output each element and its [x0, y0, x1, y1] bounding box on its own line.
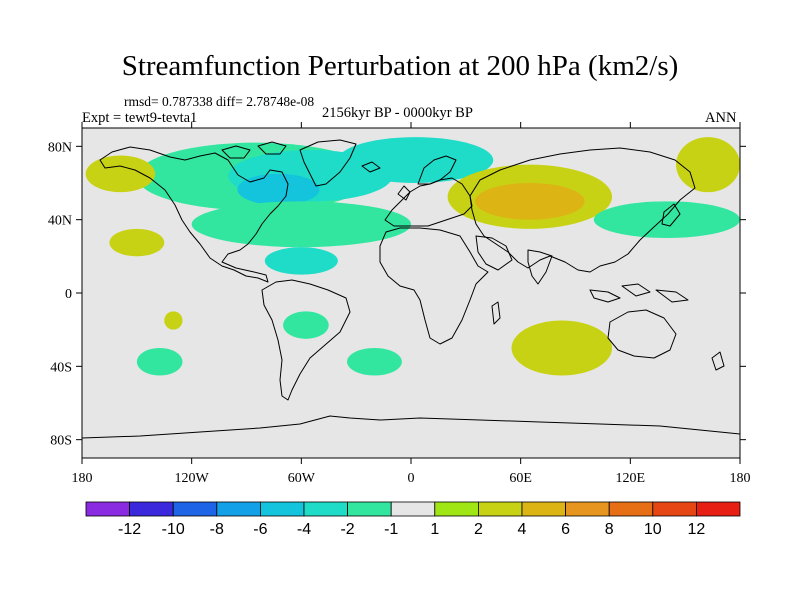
y-tick-label-3: 40S [50, 360, 72, 375]
coastline-madagascar [491, 301, 501, 325]
colorbar-box-5 [303, 501, 348, 517]
colorbar-label-10: 6 [561, 521, 570, 538]
colorbar-box-8 [434, 501, 479, 517]
axes: 180 120W 60W 0 60E 120E 180 80N 40N 0 40S 80S [48, 122, 751, 486]
colorbar-label-9: 4 [518, 521, 527, 538]
season-label: ANN [705, 110, 737, 126]
coastline-antarctica [82, 415, 740, 439]
anomaly-region-10 [109, 228, 165, 257]
colorbar-box-11 [565, 501, 610, 517]
colorbar-box-3 [216, 501, 261, 517]
anomaly-region-13 [136, 348, 183, 376]
coastline-north-america [99, 146, 289, 283]
colorbar-label-1: -10 [162, 521, 185, 538]
period-label: 2156kyr BP - 0000kyr BP [322, 105, 473, 121]
anomaly-region-15 [347, 348, 402, 376]
colorbar-box-12 [608, 501, 654, 517]
colorbar-label-5: -2 [340, 521, 354, 538]
coastline-new-zealand [711, 351, 725, 371]
y-tick-label-0: 80N [48, 140, 72, 155]
coastline-greenland [299, 139, 357, 187]
anomaly-region-2 [237, 173, 320, 206]
colorbar-box-14 [696, 501, 741, 517]
anomaly-region-7 [474, 183, 585, 220]
colorbar-label-8: 2 [474, 521, 483, 538]
coastline-iceland [361, 161, 381, 173]
coastline-canadian-islands [221, 141, 287, 159]
coastline-australia [607, 309, 677, 359]
coastline-british-isles [397, 185, 411, 201]
anomaly-region-14 [283, 311, 329, 339]
colorbar-label-3: -6 [253, 521, 267, 538]
coastline-indonesia [589, 283, 689, 303]
x-tick-label-5: 120E [616, 471, 646, 486]
colorbar: -12 -10 -8 -6 -4 -2 -1 1 2 4 6 8 10 12 [85, 501, 741, 538]
anomaly-region-3 [337, 137, 494, 183]
colorbar-box-4 [259, 501, 305, 517]
x-tick-label-3: 0 [408, 471, 415, 486]
colorbar-label-7: 1 [430, 521, 439, 538]
y-tick-label-4: 80S [50, 434, 72, 449]
colorbar-box-13 [652, 501, 697, 517]
anomaly-region-9 [676, 137, 740, 193]
coastline-india [527, 249, 553, 285]
x-tick-label-0: 180 [72, 471, 93, 486]
x-tick-label-2: 60W [288, 471, 316, 486]
colorbar-label-13: 12 [688, 521, 706, 538]
experiment-label: Expt = tewt9-tevta1 [82, 110, 198, 126]
colorbar-box-0 [85, 501, 130, 517]
colorbar-box-10 [521, 501, 566, 517]
colorbar-label-2: -8 [210, 521, 224, 538]
anomaly-region-16 [511, 320, 613, 376]
coastline-asia [469, 147, 696, 273]
colorbar-label-0: -12 [118, 521, 141, 538]
colorbar-box-2 [172, 501, 218, 517]
x-tick-label-6: 180 [730, 471, 751, 486]
coastline-japan [661, 203, 681, 227]
anomaly-region-11 [264, 247, 338, 275]
coastline-africa [379, 227, 489, 345]
anomaly-region-8 [593, 201, 740, 238]
y-tick-label-1: 40N [48, 214, 72, 229]
x-tick-label-4: 60E [509, 471, 532, 486]
x-tick-label-1: 120W [175, 471, 210, 486]
colorbar-label-4: -4 [297, 521, 311, 538]
colorbar-label-12: 10 [644, 521, 662, 538]
coastlines [82, 139, 740, 439]
chart-title: Streamfunction Perturbation at 200 hPa (… [121, 50, 679, 82]
coastline-scandinavia [417, 155, 457, 185]
anomaly-region-5 [85, 155, 156, 193]
stats-label: rmsd= 0.787338 diff= 2.78748e-08 [124, 94, 315, 109]
colorbar-box-9 [477, 501, 523, 517]
colorbar-box-6 [347, 501, 392, 517]
colorbar-label-6: -1 [384, 521, 398, 538]
y-tick-label-2: 0 [65, 287, 72, 302]
coastline-arabia [475, 235, 513, 271]
coastline-south-america [261, 279, 351, 401]
anomaly-region-12 [164, 311, 183, 330]
colorbar-box-1 [129, 501, 174, 517]
colorbar-label-11: 8 [605, 521, 614, 538]
colorbar-box-7 [390, 501, 436, 517]
anomaly-region-4 [191, 201, 411, 248]
